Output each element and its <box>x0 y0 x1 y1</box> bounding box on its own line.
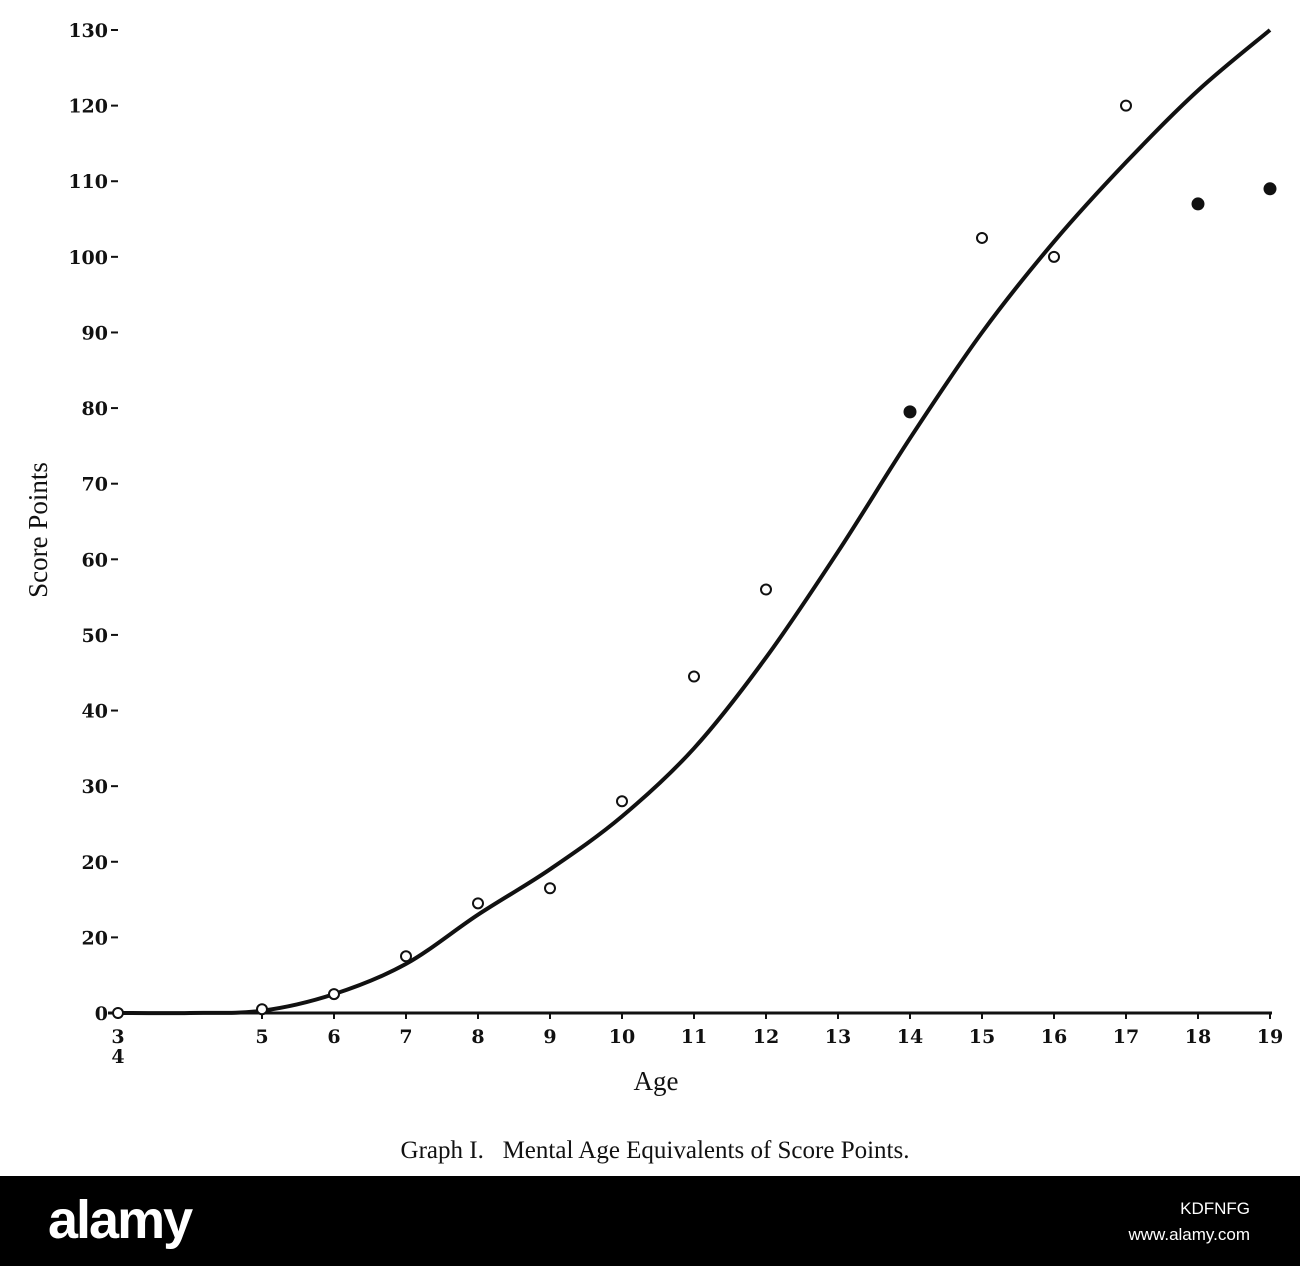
x-tick-label: 11 <box>681 1026 707 1048</box>
data-point <box>1191 197 1205 211</box>
image-code: KDFNFG <box>1180 1199 1250 1218</box>
y-tick-label: 30 <box>82 776 108 798</box>
x-tick-label: 18 <box>1185 1026 1211 1048</box>
data-point <box>472 897 484 910</box>
x-tick-label: 14 <box>897 1026 923 1048</box>
alamy-logo: alamy <box>48 1190 193 1250</box>
figure-caption: Graph I. Mental Age Equivalents of Score… <box>401 1137 910 1164</box>
x-axis-ticks: 3 5 6 7 8 9 10 11 12 13 14 15 16 17 18 19 4 <box>111 1013 1283 1068</box>
data-point <box>544 882 556 895</box>
data-point <box>1048 250 1060 263</box>
y-axis-ticks: 0 20 20 30 40 50 60 70 80 90 100 110 120 130 <box>68 20 118 1025</box>
x-tick-label: 17 <box>1113 1026 1139 1048</box>
x-tick-label: 9 <box>543 1026 556 1048</box>
y-tick-label: 0 <box>95 1003 108 1025</box>
site-url: www.alamy.com <box>1128 1225 1250 1244</box>
x-tick-label: 19 <box>1257 1026 1283 1048</box>
fitted-curve <box>117 28 1272 1016</box>
data-point <box>1263 182 1277 196</box>
y-tick-label: 90 <box>82 322 108 344</box>
data-point <box>903 405 917 419</box>
x-tick-label: 13 <box>825 1026 851 1048</box>
data-point <box>256 1003 268 1016</box>
x-axis-label: Age <box>634 1066 679 1096</box>
x-tick-label: 8 <box>471 1026 484 1048</box>
data-point <box>112 1007 124 1019</box>
y-tick-label: 50 <box>82 625 108 647</box>
y-axis-label: Score Points <box>23 462 53 598</box>
x-tick-label: 3 <box>111 1026 124 1048</box>
x-tick-label: 6 <box>327 1026 340 1048</box>
x-tick-label: 5 <box>255 1026 268 1048</box>
y-tick-label: 20 <box>82 927 108 949</box>
x-tick-sublabel: 4 <box>111 1046 124 1068</box>
data-point <box>616 795 628 808</box>
data-points <box>112 99 1277 1019</box>
y-tick-label: 100 <box>68 247 108 269</box>
y-tick-label: 80 <box>82 398 108 420</box>
data-point <box>688 670 700 683</box>
data-point <box>760 583 772 596</box>
y-tick-label: 120 <box>68 96 108 118</box>
data-point <box>1120 99 1132 112</box>
x-tick-label: 15 <box>969 1026 995 1048</box>
y-tick-label: 70 <box>82 474 108 496</box>
x-tick-label: 7 <box>399 1026 412 1048</box>
x-tick-label: 12 <box>753 1026 779 1048</box>
x-tick-label: 10 <box>609 1026 635 1048</box>
data-point <box>328 988 340 1001</box>
data-point <box>400 950 412 963</box>
y-tick-label: 110 <box>68 171 108 193</box>
y-tick-label: 40 <box>82 701 108 723</box>
watermark-bar <box>0 1176 1300 1266</box>
data-point <box>976 231 988 244</box>
y-tick-label: 130 <box>68 20 108 42</box>
x-tick-label: 16 <box>1041 1026 1067 1048</box>
chart: 0 20 20 30 40 50 60 70 80 90 100 110 120 130 3 5 6 7 8 9 10… <box>23 20 1283 1164</box>
watermark-id: KDFNFG www.alamy.com <box>1128 1196 1250 1248</box>
y-tick-label: 60 <box>82 549 108 571</box>
y-tick-label: 20 <box>82 852 108 874</box>
